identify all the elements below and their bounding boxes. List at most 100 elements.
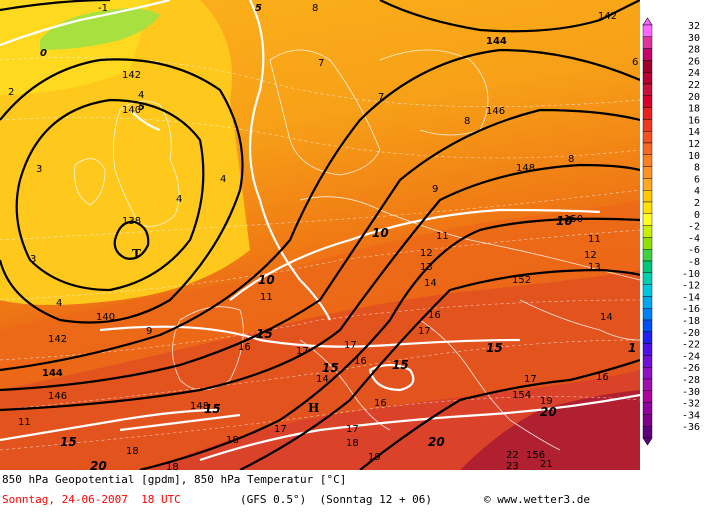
map-label: 11 <box>260 292 273 303</box>
legend-swatch <box>642 107 653 120</box>
map-label: 17 <box>344 340 357 351</box>
legend-swatch <box>642 225 653 238</box>
map-label: 12 <box>420 248 433 259</box>
map-label: 18 <box>126 446 139 457</box>
legend-swatch <box>642 213 653 226</box>
map-label: 146 <box>48 391 67 402</box>
map-label: 9 <box>432 184 438 195</box>
map-label: 5 <box>255 3 262 14</box>
map-label: 140 <box>96 312 115 323</box>
map-label: 4 <box>138 90 144 101</box>
legend-swatch <box>642 83 653 97</box>
legend-label: -10 <box>682 269 700 280</box>
map-label: 16 <box>428 310 441 321</box>
legend-swatch <box>642 284 653 297</box>
legend-label: -24 <box>682 351 700 362</box>
map-label: 7 <box>318 58 324 69</box>
legend-swatch <box>642 319 653 333</box>
legend-label: -14 <box>682 292 700 303</box>
map-label: 19 <box>540 396 553 407</box>
legend-swatch <box>642 71 653 85</box>
legend-arrow-top <box>642 17 653 26</box>
legend-label: -20 <box>682 328 700 339</box>
map-label: 14 <box>316 374 329 385</box>
map-label: 16 <box>238 342 251 353</box>
legend-label: 4 <box>694 186 700 197</box>
legend-label: 32 <box>688 21 700 32</box>
legend-swatch <box>642 119 653 132</box>
map-label: 4 <box>220 174 226 185</box>
legend-label: 24 <box>688 68 700 79</box>
map-label: 17 <box>296 346 309 357</box>
map-label: 15 <box>204 402 221 416</box>
map-label: 144 <box>42 368 63 379</box>
map-label: 11 <box>436 231 449 242</box>
map-label: 12 <box>584 250 597 261</box>
map-caption: 850 hPa Geopotential [gpdm], 850 hPa Tem… <box>2 473 347 486</box>
map-label: 16 <box>354 356 367 367</box>
map-label: 13 <box>420 262 433 273</box>
map-label: 4 <box>176 194 182 205</box>
legend-label: -34 <box>682 410 700 421</box>
legend-label: -4 <box>688 233 700 244</box>
map-label: 8 <box>568 154 574 165</box>
map-label: 142 <box>122 70 141 81</box>
legend-label: 0 <box>694 210 700 221</box>
map-label: 19 <box>368 452 381 463</box>
map-label: 8 <box>464 116 470 127</box>
legend-swatch <box>642 60 653 73</box>
map-label: 18 <box>226 435 239 446</box>
map-label: 15 <box>392 358 409 372</box>
map-label: 144 <box>486 36 507 47</box>
legend-label: 18 <box>688 104 700 115</box>
legend-swatch <box>642 130 653 144</box>
map-label: 148 <box>190 401 209 412</box>
legend-label: 26 <box>688 56 700 67</box>
legend-swatch <box>642 154 653 167</box>
map-label: 2 <box>8 87 14 98</box>
map-label: 9 <box>146 326 152 337</box>
map-label: 150 <box>564 214 583 225</box>
legend-swatch <box>642 343 653 356</box>
legend-swatch <box>642 367 653 380</box>
legend-label: 8 <box>694 163 700 174</box>
legend-swatch <box>642 414 653 427</box>
legend-label: -32 <box>682 399 700 410</box>
legend-swatch <box>642 402 653 415</box>
map-label: 22 <box>506 450 519 461</box>
legend-label: 2 <box>694 198 700 209</box>
low-pressure-marker: T <box>132 247 141 261</box>
legend-swatch <box>642 166 653 179</box>
legend-label: -2 <box>688 222 700 233</box>
legend-label: -36 <box>682 422 700 433</box>
map-label: 5 <box>138 102 145 113</box>
map-label: 3 <box>30 254 36 265</box>
legend-label: -30 <box>682 387 700 398</box>
map-label: 7 <box>378 92 384 103</box>
legend-swatch <box>642 426 653 439</box>
map-label: 11 <box>588 234 601 245</box>
map-label: 15 <box>60 435 77 449</box>
map-label: 17 <box>524 374 537 385</box>
legend-swatch <box>642 248 653 262</box>
map-label: 6 <box>632 57 638 68</box>
map-label: 138 <box>122 216 141 227</box>
legend-swatch <box>642 260 653 274</box>
map-label: 148 <box>516 163 535 174</box>
map-date: Sonntag, 24-06-2007 18 UTC <box>2 493 181 506</box>
map-label: 14 <box>600 312 613 323</box>
copyright-link[interactable]: © www.wetter3.de <box>484 493 590 506</box>
map-label: 17 <box>274 424 287 435</box>
map-label: 1 <box>628 341 636 355</box>
map-label: 152 <box>512 275 531 286</box>
legend-swatch <box>642 308 653 321</box>
map-label: -1 <box>98 3 108 14</box>
legend-swatch <box>642 272 653 285</box>
legend-swatch <box>642 237 653 250</box>
temperature-legend: 32302826242220181614121086420-2-4-6-8-10… <box>640 0 704 470</box>
map-footer: 850 hPa Geopotential [gpdm], 850 hPa Tem… <box>0 470 704 513</box>
map-label: 20 <box>90 459 107 470</box>
map-label: 18 <box>346 438 359 449</box>
legend-label: 16 <box>688 115 700 126</box>
legend-label: -28 <box>682 375 700 386</box>
